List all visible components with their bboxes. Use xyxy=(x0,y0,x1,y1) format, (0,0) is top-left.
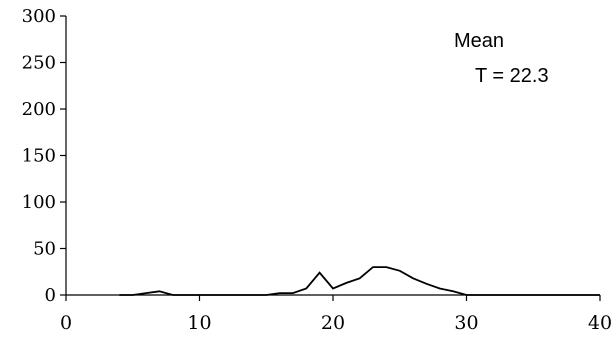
y-tick-label: 50 xyxy=(33,239,56,260)
annotation-mean: Mean xyxy=(454,30,504,52)
y-tick-labels: 0 50 100 150 200 250 300 xyxy=(22,6,56,306)
plot-area xyxy=(119,266,600,296)
y-tick-label: 200 xyxy=(22,99,56,120)
y-tick-label: 150 xyxy=(22,146,56,167)
y-tick-label: 0 xyxy=(45,285,56,306)
x-tick-label: 20 xyxy=(321,312,345,334)
y-tick-label: 100 xyxy=(22,192,56,213)
x-tick-label: 30 xyxy=(454,312,478,334)
x-tick-label: 40 xyxy=(588,312,612,334)
x-tick-label: 0 xyxy=(60,312,72,334)
axes xyxy=(60,15,601,301)
annotation-t-value: T = 22.3 xyxy=(475,65,549,87)
x-tick-labels: 0 10 20 30 40 xyxy=(60,312,612,334)
x-tick-label: 10 xyxy=(187,312,211,334)
series-line-0 xyxy=(119,266,600,296)
y-tick-label: 250 xyxy=(22,53,56,74)
y-tick-label: 300 xyxy=(22,6,56,27)
